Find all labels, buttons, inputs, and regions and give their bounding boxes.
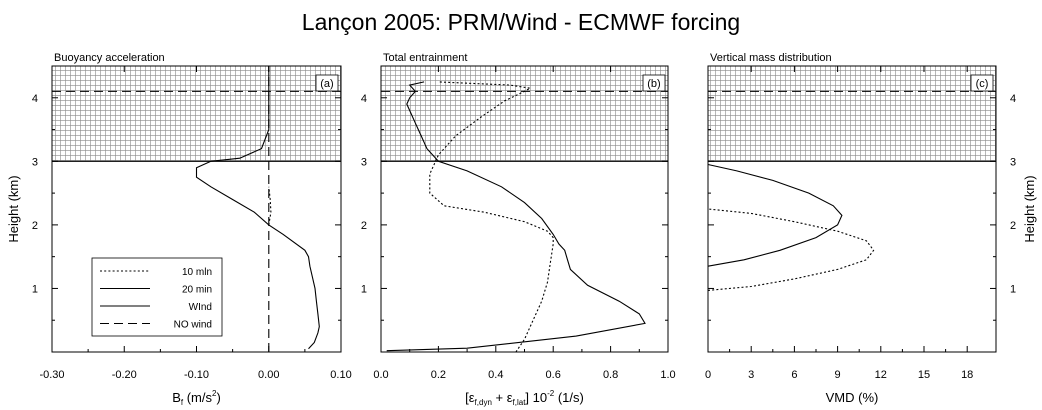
figure-title: Lançon 2005: PRM/Wind - ECMWF forcing [302,9,740,35]
x-tick-label: 0.0 [373,369,388,381]
legend-label: NO wind [174,320,212,331]
legend-label: 10 mln [182,267,212,278]
hatched-region [52,66,341,162]
panel-tag-box [642,74,666,92]
y-tick-label: 4 [32,93,38,105]
hatched-region [708,66,996,162]
panel-tag: (c) [976,78,989,90]
x-tick-label: 9 [835,369,841,381]
chart-panel-2: 0.0 0.2 0.4 0.6 0.8 1.0 1 2 3 4 Total entrainment (… [361,52,676,407]
series-line-dotted [707,208,875,291]
y-tick-label-right: 1 [1010,283,1016,295]
x-tick-label: 0.6 [546,369,561,381]
x-axis-label: Bf (m/s2) [172,389,221,407]
x-tick-label: 0.00 [258,369,279,381]
x-axis-label: [εf,dyn + εf,lat] 10-2 (1/s) [465,389,584,407]
panel-tag-box [315,74,339,92]
panel-tag: (b) [647,78,660,90]
x-tick-label: 6 [791,369,797,381]
plot-frame [707,65,997,353]
panel-title: Vertical mass distribution [710,52,832,64]
x-tick-label: 15 [918,369,930,381]
x-tick-label: 1.0 [660,369,675,381]
y-tick-label: 2 [361,220,367,232]
y-tick-label: 3 [32,156,38,168]
panel-tag-box [970,74,994,92]
x-tick-label: 18 [961,369,973,381]
x-tick-label: 0.4 [488,369,503,381]
y-tick-label-right: 3 [1010,156,1016,168]
y-tick-label: 2 [32,220,38,232]
y-axis-label: Height (km) [6,175,21,242]
x-tick-label: 0.8 [603,369,618,381]
legend-label: WInd [189,302,212,313]
x-tick-label: 0 [705,369,711,381]
panel-tag: (a) [320,78,333,90]
x-tick-label: -0.20 [112,369,137,381]
panel-title: Buoyancy acceleration [54,52,165,64]
x-tick-label: 3 [748,369,754,381]
panel-title: Total entrainment [383,52,467,64]
series-line-solid [386,81,646,352]
chart-panel-1: -0.30 -0.20 -0.10 0.00 0.10 1 2 3 4 Buoyancy acce… [6,52,352,407]
y-axis-label: Height (km) [1022,175,1037,242]
legend-label: 20 min [182,285,212,296]
x-tick-label: 0.10 [330,369,351,381]
series-line-solid [707,163,843,267]
y-tick-label: 4 [361,93,367,105]
x-axis-label: VMD (%) [826,390,879,405]
x-tick-label: -0.10 [184,369,209,381]
hatched-region [381,66,668,162]
y-tick-label: 3 [361,156,367,168]
y-tick-label-right: 4 [1010,93,1016,105]
x-tick-label: 0.2 [431,369,446,381]
x-tick-label: -0.30 [39,369,64,381]
y-tick-label: 1 [361,283,367,295]
y-tick-label-right: 2 [1010,220,1016,232]
x-tick-label: 12 [875,369,887,381]
y-tick-label: 1 [32,283,38,295]
